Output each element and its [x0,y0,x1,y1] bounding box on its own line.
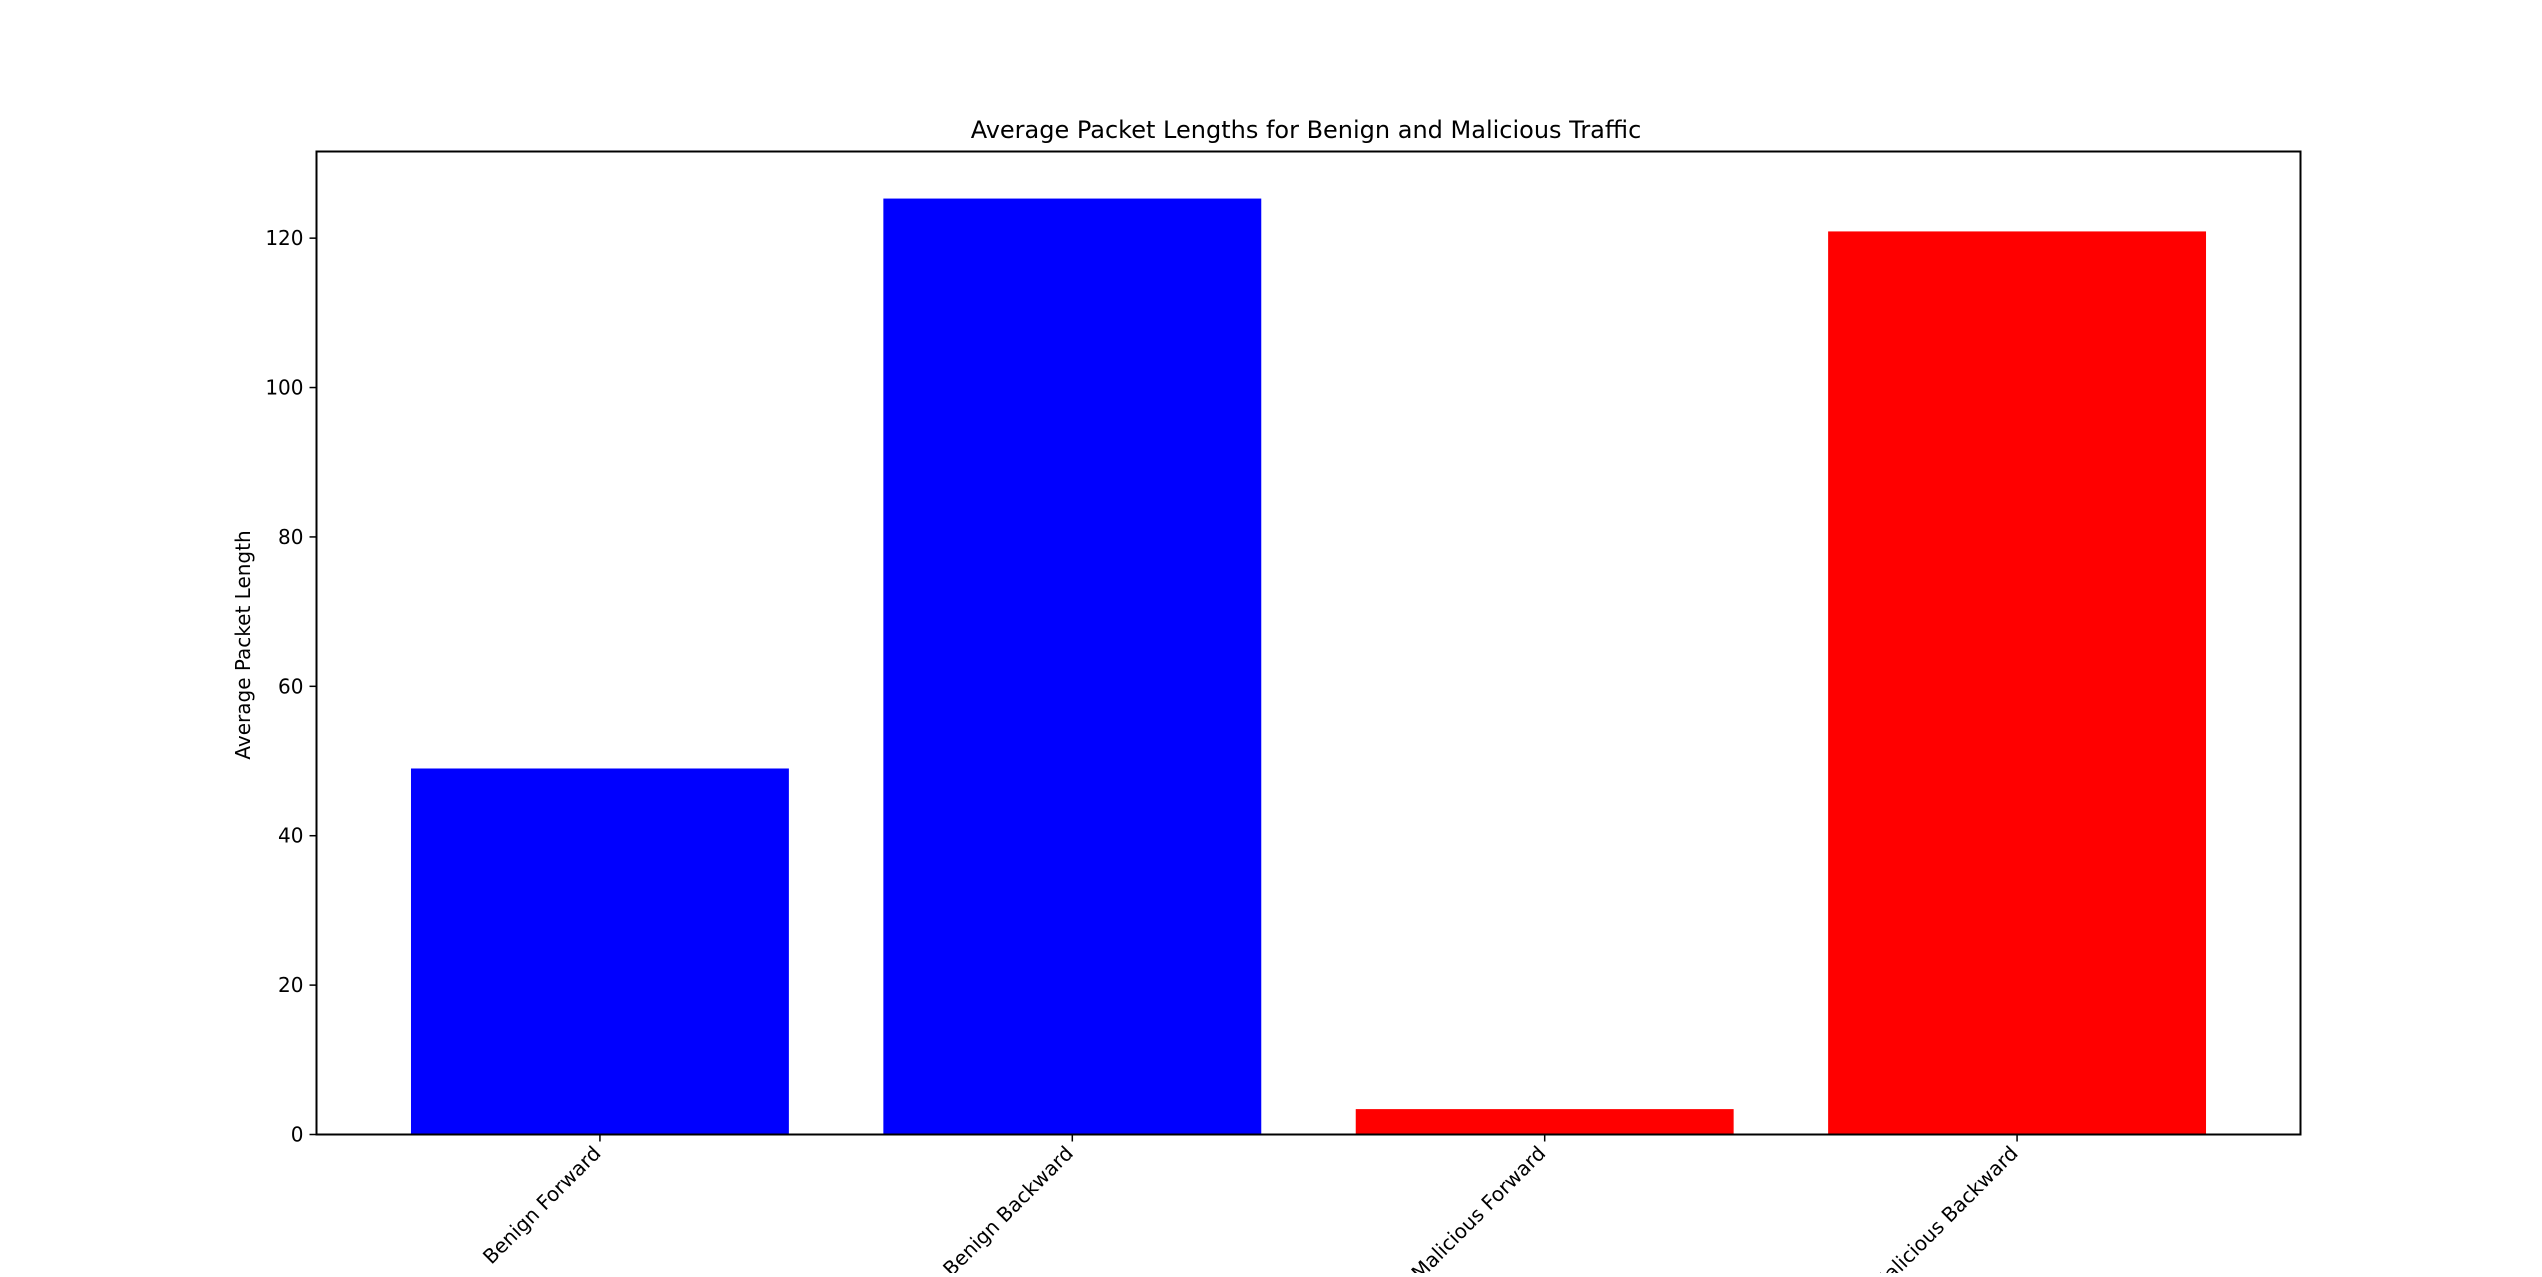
plot-area-frame [315,150,2302,1136]
bar-benign-backward [883,198,1262,1135]
y-tick-label: 120 [265,226,303,250]
y-tick-label: 80 [278,525,303,549]
y-tick-label: 60 [278,674,303,698]
chart-title: Average Packet Lengths for Benign and Ma… [971,116,1642,144]
bar-benign-forward [410,768,789,1135]
y-tick-label: 40 [278,824,303,848]
bars-layer [410,198,2207,1135]
y-axis: 0 20 40 60 80 100 120 [265,226,317,1147]
y-tick-label: 0 [291,1123,304,1147]
y-axis-label: Average Packet Length [231,530,255,759]
bar-malicious-backward [1828,231,2207,1135]
y-tick-label: 100 [265,376,303,400]
bar-malicious-forward [1355,1109,1734,1135]
y-tick-label: 20 [278,973,303,997]
